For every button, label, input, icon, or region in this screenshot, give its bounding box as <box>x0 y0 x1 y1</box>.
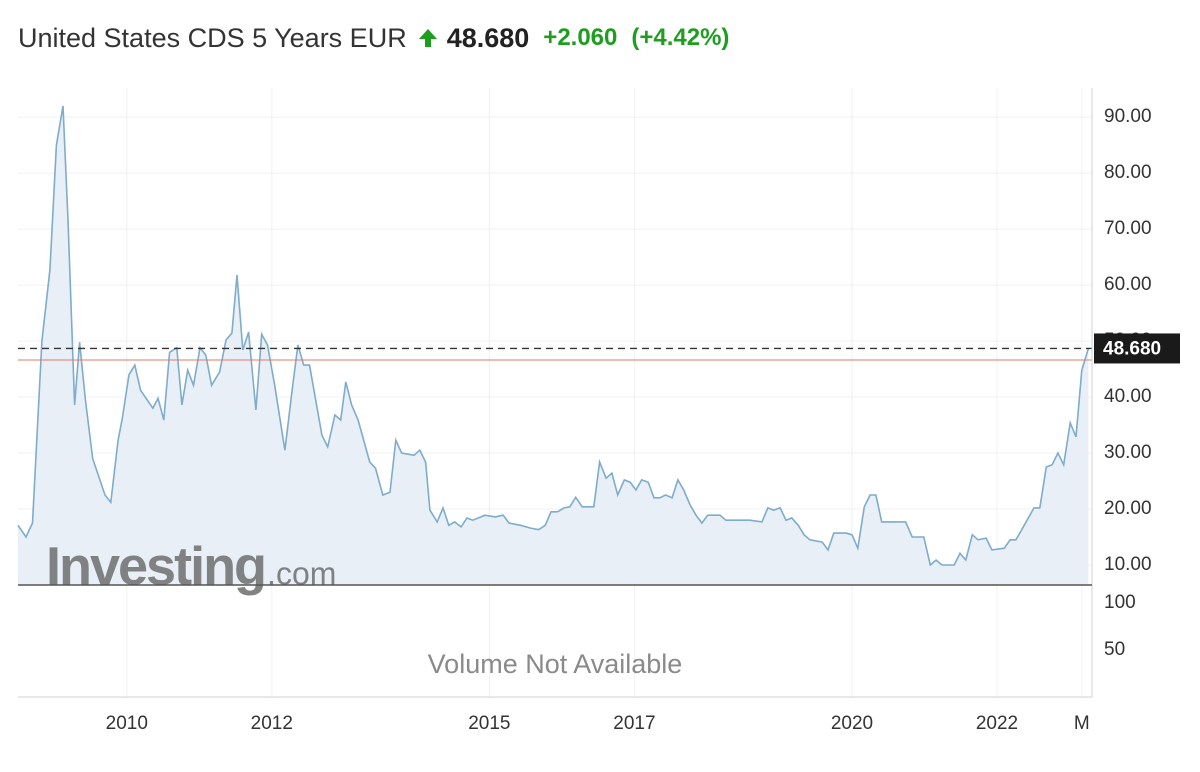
volume-tick-label: 100 <box>1104 592 1136 613</box>
change-pct: (+4.42%) <box>631 24 730 51</box>
x-tick-label: 2020 <box>831 713 873 734</box>
x-tick-label: 2017 <box>613 713 655 734</box>
change: +2.060 <box>543 24 618 51</box>
y-tick-label: 70.00 <box>1104 218 1152 239</box>
watermark-suffix: .com <box>267 555 336 591</box>
area-fill <box>18 105 1089 586</box>
volume-tick-label: 50 <box>1104 639 1125 660</box>
price: 48.680 <box>446 22 530 53</box>
y-tick-label: 80.00 <box>1104 162 1152 183</box>
title: United States CDS 5 Years EUR <box>18 22 407 53</box>
x-tick-label: 2010 <box>106 713 148 734</box>
y-tick-label: 20.00 <box>1104 498 1152 519</box>
header: United States CDS 5 Years EUR 48.680 +2.… <box>18 16 729 60</box>
price-line <box>17 105 1090 567</box>
y-tick-label: 30.00 <box>1104 442 1152 463</box>
y-tick-label: 10.00 <box>1104 554 1152 575</box>
y-tick-label: 90.00 <box>1104 106 1152 127</box>
volume-note: Volume Not Available <box>428 649 683 679</box>
x-tick-label: 2022 <box>976 713 1018 734</box>
up-arrow <box>418 29 437 47</box>
price-tag-label: 48.680 <box>1103 338 1161 359</box>
y-tick-label: 60.00 <box>1104 274 1152 295</box>
watermark: Investing <box>46 536 265 596</box>
price-tag <box>1094 333 1180 364</box>
x-tick-label: 2012 <box>251 713 293 734</box>
y-tick-label: 40.00 <box>1104 386 1152 407</box>
x-tick-label: M <box>1074 713 1090 734</box>
x-tick-label: 2015 <box>468 713 510 734</box>
